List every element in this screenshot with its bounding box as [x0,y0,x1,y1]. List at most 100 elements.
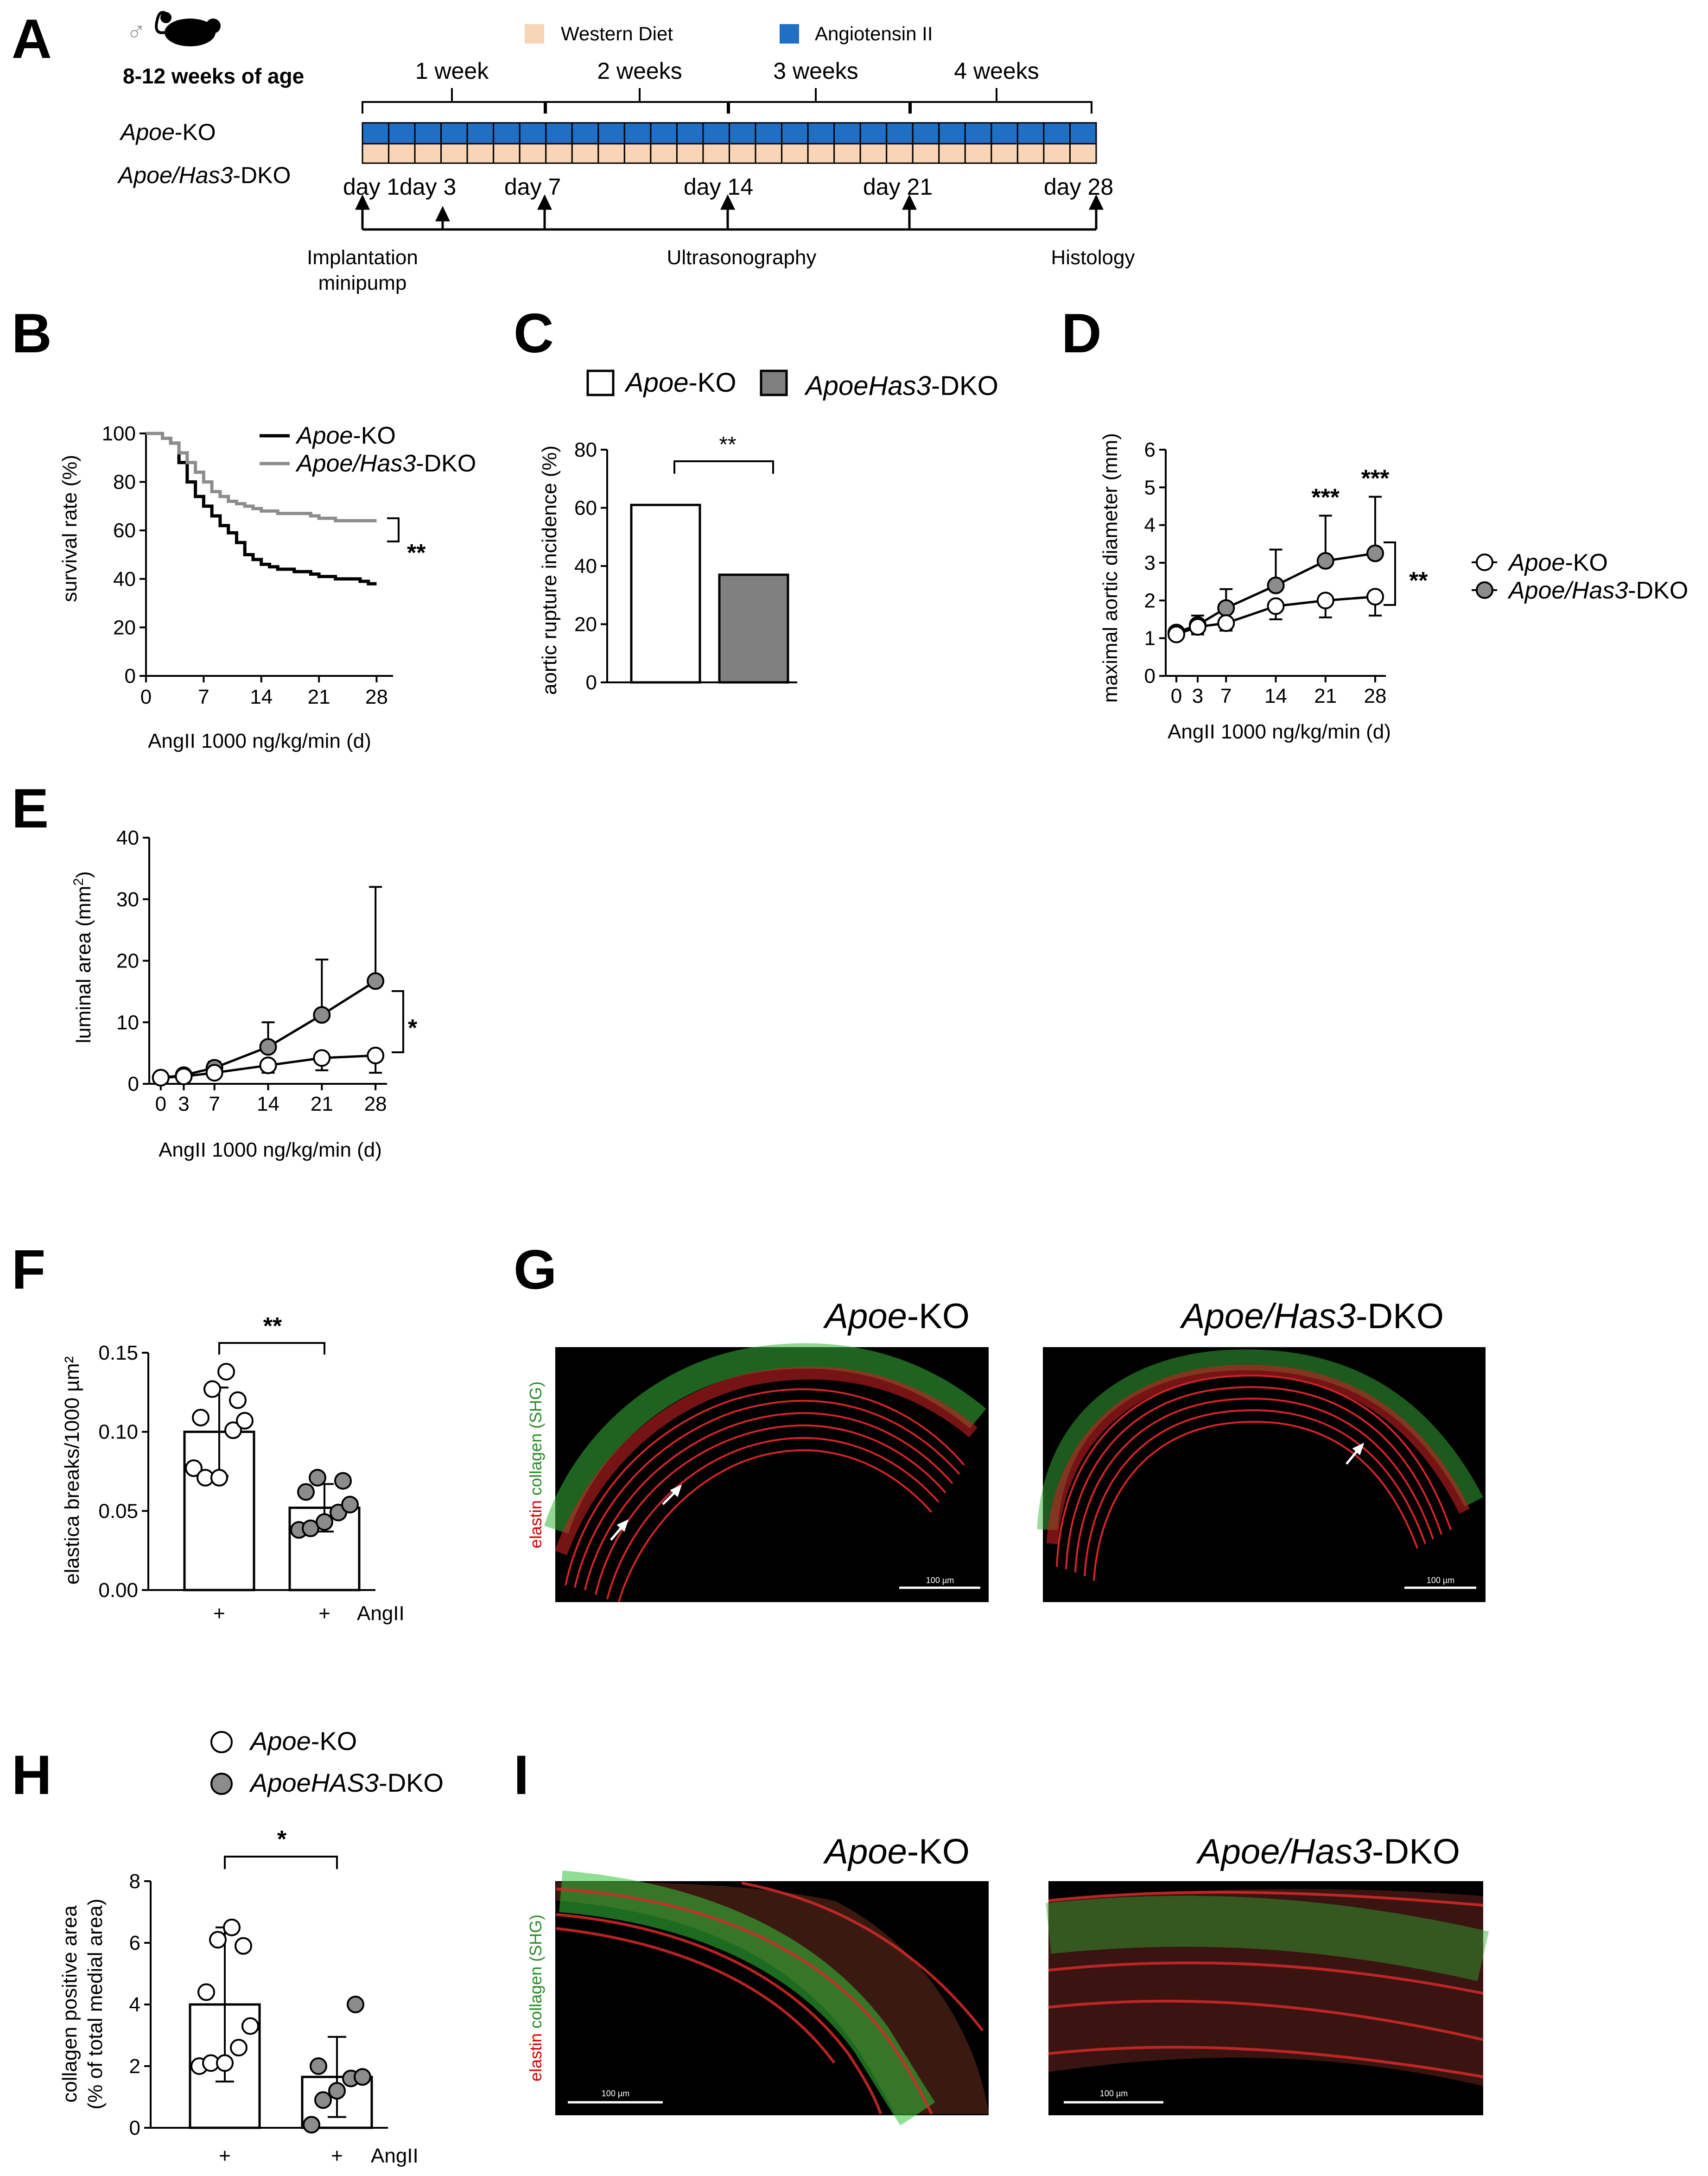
day-label-28: day 28 [1044,174,1113,200]
panel-letter-f: F [12,1239,45,1301]
angiotensin-day-cell [886,122,914,145]
angiotensin-day-cell [729,122,756,145]
d-x-tick-label: 0 [1171,685,1182,707]
b-legend-apoe-ko: Apoe-KO [295,422,396,449]
h-datapoint-dko [328,2082,346,2100]
h-datapoint-apoe-ko [223,1918,241,1936]
b-legend-dko: Apoe/Has3-DKO [295,450,476,477]
panel-c: C Apoe-KO ApoeHas3-DKO aortic rupture in… [514,302,998,695]
week-label-2: 2 weeks [597,58,682,84]
western-diet-day-cell [964,143,992,164]
western-diet-day-cell [991,143,1018,164]
b-y-tick-label: 20 [113,616,136,639]
h-y-tick-label: 0 [129,2117,140,2139]
angiotensin-day-cell [1069,122,1097,145]
legend-swatch-western-diet [525,24,544,44]
panel-f: F elastica breaks/1000 µm² 0.000.050.100… [12,1239,405,1625]
legend-western-diet: Western Diet [561,23,673,45]
c-legend-dko: ApoeHas3-DKO [804,371,998,401]
western-diet-day-cell [729,143,756,164]
d-y-tick-label: 2 [1144,589,1156,612]
h-datapoint-apoe-ko [209,1931,227,1949]
angiotensin-day-cell [440,122,468,145]
male-symbol-icon: ♂ [126,17,146,47]
h-datapoint-apoe-ko [197,1983,215,2001]
western-diet-day-cell [623,143,652,164]
d-y-tick-label: 1 [1144,627,1156,650]
day-label-21: day 21 [863,174,933,200]
western-diet-day-cell [1069,143,1097,164]
c-plot-area: 0 20 40 60 80 [574,439,797,694]
d-legend-marker-dko [1476,581,1493,599]
f-category-1: + [213,1602,225,1625]
f-significance: ** [263,1313,282,1340]
d-legend-apoe-ko: Apoe-KO [1507,549,1608,576]
h-datapoint-apoe-ko [241,2017,259,2035]
b-significance: ** [407,540,426,566]
e-significance: * [408,1015,418,1042]
g-side-label: elastin collagen (SHG) [526,1381,545,1548]
e-point-dko [259,1038,277,1056]
week-braces [362,88,1092,114]
f-datapoint-dko [309,1469,326,1487]
angiotensin-day-cell [755,122,783,145]
f-y-tick-label: 0.00 [98,1579,138,1602]
d-y-axis-label: maximal aortic diameter (mm) [1099,433,1122,703]
d-x-tick-label: 3 [1192,685,1203,707]
i-scalebar-label-2: 100 µm [1100,2089,1128,2098]
angiotensin-day-cell [676,122,704,145]
e-y-axis-label: luminal area (mm2) [71,871,95,1043]
c-bar-dko [718,573,789,684]
treatment-timeline-bar [362,122,1097,164]
h-datapoint-apoe-ko [235,1937,252,1955]
b-x-tick-label: 7 [198,686,209,708]
e-x-tick-label: 14 [257,1093,279,1115]
d-point-significance: *** [1361,465,1390,492]
e-point-apoe-ko [367,1046,385,1064]
day-label-14: day 14 [684,174,753,200]
angiotensin-day-cell [833,122,861,145]
western-diet-day-cell [755,143,783,164]
western-diet-day-cell [545,143,573,164]
b-x-tick-label: 0 [140,686,152,708]
h-datapoint-apoe-ko [230,2039,248,2057]
e-x-tick-label: 3 [178,1093,189,1115]
d-x-tick-label: 14 [1264,685,1287,707]
c-y-tick-label: 40 [574,555,597,578]
panel-letter-a: A [12,8,52,70]
c-y-tick-label: 20 [574,613,597,636]
western-diet-day-cell [493,143,521,164]
panel-i: I Apoe-KO Apoe/Has3-DKO elastin collagen… [514,1744,1489,2125]
e-x-tick-label: 0 [155,1093,166,1115]
d-point-dko [1366,544,1384,562]
g-title-apoe-ko: Apoe-KO [823,1297,970,1336]
g-micrograph-dko: 100 µm [1037,1347,1486,1602]
h-legend: Apoe-KO ApoeHAS3-DKO [210,1726,444,1797]
d-y-tick-label: 5 [1144,476,1156,499]
c-significance-bracket [673,460,774,474]
b-y-axis-label: survival rate (%) [58,455,81,602]
c-y-tick-label: 80 [574,439,597,461]
angiotensin-day-cell [597,122,625,145]
f-category-2: + [318,1602,330,1625]
angiotensin-day-cell [388,122,416,145]
e-point-apoe-ko [313,1049,331,1067]
e-point-apoe-ko [152,1069,170,1087]
h-datapoint-dko [310,2057,327,2075]
e-point-apoe-ko [259,1056,277,1075]
d-x-tick-label: 28 [1364,685,1387,707]
western-diet-day-cell [938,143,966,164]
panel-b: B survival rate (%) AngII 1000 ng/kg/min… [12,302,476,752]
f-y-axis-label: elastica breaks/1000 µm² [61,1356,83,1584]
panel-e: E luminal area (mm2) AngII 1000 ng/kg/mi… [12,777,418,1161]
f-datapoint-apoe-ko [192,1408,210,1426]
b-series-apoe-ko [146,432,377,585]
c-y-tick-label: 60 [574,497,597,520]
western-diet-day-cell [781,143,809,164]
c-legend-swatch-dko [760,369,788,396]
b-y-tick-label: 40 [113,568,136,591]
b-significance-bracket [387,517,400,542]
western-diet-day-cell [519,143,547,164]
angiotensin-day-cell [807,122,835,145]
